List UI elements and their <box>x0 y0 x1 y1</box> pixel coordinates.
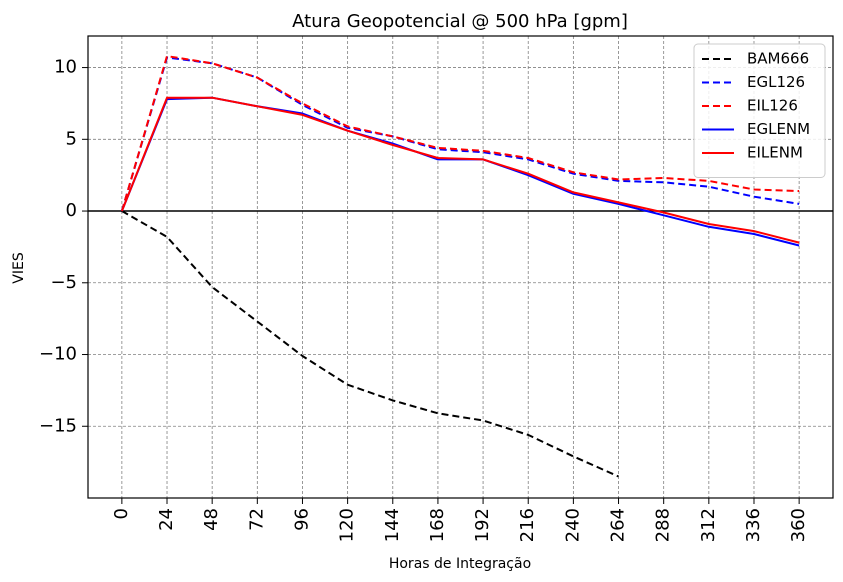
x-tick-label: 96 <box>291 508 312 531</box>
legend-label: EGLENM <box>747 120 810 138</box>
x-tick-label: 240 <box>562 508 583 542</box>
legend-label: EILENM <box>747 144 803 162</box>
legend-label: BAM666 <box>747 50 809 68</box>
series-group <box>120 55 800 478</box>
x-tick-label: 72 <box>246 508 267 531</box>
chart-title: Atura Geopotencial @ 500 hPa [gpm] <box>292 11 628 32</box>
x-tick-label: 120 <box>337 508 358 542</box>
legend: BAM666 EGL126 EIL126 EGLENM EILENM <box>693 43 826 178</box>
x-tick-label: 48 <box>201 508 222 531</box>
y-tick-label: 5 <box>66 128 77 149</box>
y-tick-label: −5 <box>50 272 77 293</box>
x-tick-label: 264 <box>608 508 629 542</box>
x-tick-label: 192 <box>472 508 493 542</box>
legend-box <box>693 43 826 178</box>
legend-label: EIL126 <box>747 97 798 115</box>
y-tick-label: 10 <box>54 57 77 78</box>
x-tick-label: 0 <box>111 508 132 519</box>
x-axis-label: Horas de Integração <box>389 556 531 572</box>
x-tick-label: 144 <box>382 508 403 542</box>
plot-frame <box>87 35 834 499</box>
y-tick-label: 0 <box>66 200 77 221</box>
y-tick-label: −10 <box>39 344 77 365</box>
legend-label: EGL126 <box>747 73 805 91</box>
x-tick-label: 288 <box>653 508 674 542</box>
x-tick-label: 312 <box>698 508 719 542</box>
x-tick-label: 336 <box>743 508 764 542</box>
x-tick-label: 168 <box>427 508 448 542</box>
x-tick-label: 24 <box>156 508 177 531</box>
x-tick-label: 216 <box>517 508 538 542</box>
x-tick-label: 360 <box>788 508 809 542</box>
y-axis-label: VIES <box>11 252 27 284</box>
x-ticks: 0 24 48 72 96 120 144 168 192 216 240 264 288 312 336 3… <box>111 498 809 542</box>
y-ticks: 10 5 0 −5 −10 −15 <box>39 57 88 436</box>
series-line-bam666 <box>121 210 619 478</box>
series-line-eilenm <box>120 96 800 244</box>
y-tick-label: −15 <box>39 415 77 436</box>
